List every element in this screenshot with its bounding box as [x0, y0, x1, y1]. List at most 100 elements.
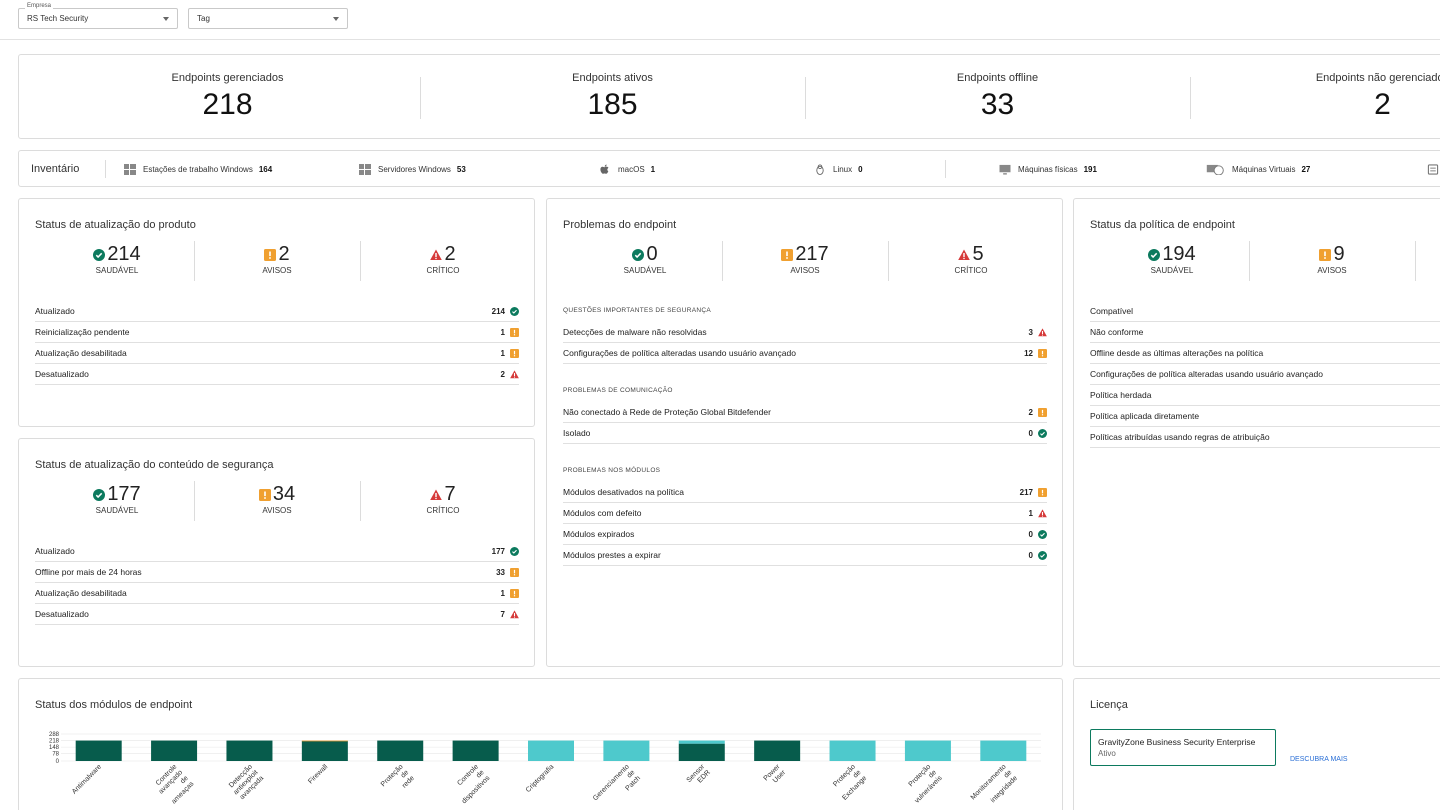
summary-critical[interactable]: 2 CRÍTICO [368, 243, 518, 275]
summary-healthy[interactable]: 177 SAUDÁVEL [42, 483, 192, 515]
summary-caption: AVISOS [790, 266, 820, 275]
bar-prote-o-de-vulner-veis[interactable] [904, 740, 951, 761]
apple-icon [600, 163, 609, 174]
row-label: Não conforme [1090, 327, 1144, 337]
status-row[interactable]: Política herdada [1090, 385, 1440, 406]
stat-active[interactable]: Endpoints ativos 185 [420, 55, 805, 139]
row-label: Configurações de política alteradas usan… [1090, 369, 1323, 379]
status-row[interactable]: Desatualizado 2 [35, 364, 519, 385]
status-row[interactable]: Configurações de política alteradas usan… [563, 343, 1047, 364]
x-tick-label: SensorEDR [686, 763, 713, 790]
status-row[interactable]: Atualizado 177 [35, 541, 519, 562]
summary-value: 2 [278, 243, 290, 265]
summary-caption: SAUDÁVEL [95, 506, 139, 515]
card-title: Status de atualização do conteúdo de seg… [35, 459, 274, 471]
stat-value: 185 [587, 88, 638, 121]
bar-prote-o-de-exchange[interactable] [829, 740, 876, 761]
bar-firewall[interactable] [301, 740, 348, 742]
bar-controle-avan-ado-de-amea-as[interactable] [151, 740, 198, 761]
alert-triangle-icon [958, 249, 971, 260]
row-value: 2 [1028, 407, 1033, 417]
stat-offline[interactable]: Endpoints offline 33 [805, 55, 1190, 139]
bar-sensor-edr[interactable] [678, 743, 725, 761]
status-row[interactable]: Não conectado à Rede de Proteção Global … [563, 402, 1047, 423]
summary-caption: CRÍTICO [426, 506, 460, 515]
windows-icon [124, 163, 136, 175]
inventory-label: Servidores Windows [378, 164, 451, 174]
discover-more-link[interactable]: DESCUBRA MAIS [1290, 756, 1348, 763]
summary-healthy[interactable]: 214 SAUDÁVEL [42, 243, 192, 275]
card-title: Status dos módulos de endpoint [35, 699, 193, 711]
summary-healthy[interactable]: 194 SAUDÁVEL [1097, 243, 1247, 275]
warning-square-icon [1038, 407, 1047, 417]
summary-warnings[interactable]: 34 AVISOS [202, 483, 352, 515]
summary-warnings[interactable]: 9 AVISOS [1257, 243, 1407, 275]
inventory-item-physical[interactable]: Máquinas físicas 191 [999, 151, 1097, 187]
bar-monitoramento-de-integridade[interactable] [980, 740, 1027, 761]
stat-managed[interactable]: Endpoints gerenciados 218 [35, 55, 420, 139]
bar-firewall[interactable] [301, 740, 348, 761]
status-row[interactable]: Políticas atribuídas usando regras de at… [1090, 427, 1440, 448]
status-row[interactable]: Compatível [1090, 301, 1440, 322]
company-select[interactable]: Empresa RS Tech Security [18, 3, 178, 29]
status-row[interactable]: Offline desde as últimas alterações na p… [1090, 343, 1440, 364]
bar-controle-de-dispositivos[interactable] [452, 740, 499, 761]
summary-healthy[interactable]: 0 SAUDÁVEL [570, 243, 720, 275]
inventory-item-windows-workstations[interactable]: Estações de trabalho Windows 164 [124, 151, 272, 187]
status-row[interactable]: Detecções de malware não resolvidas 3 [563, 322, 1047, 343]
alert-triangle-icon [510, 369, 519, 378]
status-row[interactable]: Não conforme [1090, 322, 1440, 343]
divider [945, 160, 946, 178]
summary-critical[interactable]: 5 CRÍTICO [896, 243, 1046, 275]
bar-gerenciamento-de-patch[interactable] [603, 740, 650, 761]
status-row[interactable]: Módulos desativados na política 217 [563, 482, 1047, 503]
windows-icon [359, 163, 371, 175]
x-tick-label: Criptografia [525, 763, 556, 794]
status-row[interactable]: Desatualizado 7 [35, 604, 519, 625]
bar-criptografia[interactable] [528, 740, 574, 761]
inventory-item-linux[interactable]: Linux 0 [814, 151, 863, 187]
status-row[interactable]: Módulos expirados 0 [563, 524, 1047, 545]
x-tick-label: Monitoramentodeintegridade [970, 763, 1019, 810]
bar-sensor-edr[interactable] [678, 740, 725, 744]
modules-status-card: Status dos módulos de endpoint 288 218 148… [18, 678, 1063, 810]
status-row[interactable]: Offline por mais de 24 horas 33 [35, 562, 519, 583]
license-tile[interactable]: GravityZone Business Security Enterprise… [1090, 729, 1276, 766]
check-circle-icon [632, 248, 645, 261]
summary-warnings[interactable]: 217 AVISOS [730, 243, 880, 275]
row-value: 1 [500, 327, 505, 337]
status-row[interactable]: Isolado 0 [563, 423, 1047, 444]
summary-warnings[interactable]: 2 AVISOS [202, 243, 352, 275]
divider [360, 241, 361, 281]
status-row[interactable]: Atualização desabilitada 1 [35, 343, 519, 364]
status-row[interactable]: Atualização desabilitada 1 [35, 583, 519, 604]
row-value: 2 [500, 369, 505, 379]
warning-square-icon [510, 327, 519, 337]
status-row[interactable]: Módulos com defeito 1 [563, 503, 1047, 524]
y-tick-label: 288 [49, 732, 60, 738]
status-row[interactable]: Atualizado 214 [35, 301, 519, 322]
status-row[interactable]: Configurações de política alteradas usan… [1090, 364, 1440, 385]
bar-power-user[interactable] [754, 740, 801, 761]
y-tick-label: 78 [52, 752, 59, 758]
divider [194, 241, 195, 281]
status-row[interactable]: Reinicialização pendente 1 [35, 322, 519, 343]
inventory-item-more[interactable] [1427, 151, 1440, 187]
stat-unmanaged[interactable]: Endpoints não gerenciados 2 [1190, 55, 1440, 139]
x-tick-label: Controlededispositivos [449, 763, 491, 805]
bar-prote-o-de-rede[interactable] [377, 740, 424, 761]
inventory-item-macos[interactable]: macOS 1 [599, 151, 655, 187]
status-row[interactable]: Módulos prestes a expirar 0 [563, 545, 1047, 566]
bar-antimalware[interactable] [75, 740, 122, 761]
divider [360, 481, 361, 521]
inventory-item-windows-servers[interactable]: Servidores Windows 53 [359, 151, 466, 187]
bar-detec-o-antiexploit-avan-ada[interactable] [226, 740, 273, 761]
inventory-item-virtual[interactable]: Máquinas Virtuais 27 [1206, 151, 1310, 187]
tag-select[interactable]: Tag [188, 8, 348, 29]
check-circle-icon [1148, 248, 1161, 261]
status-row[interactable]: Política aplicada diretamente [1090, 406, 1440, 427]
chevron-down-icon [333, 17, 339, 21]
check-circle-icon [93, 488, 106, 501]
inventory-count: 0 [858, 164, 863, 174]
summary-critical[interactable]: 7 CRÍTICO [368, 483, 518, 515]
